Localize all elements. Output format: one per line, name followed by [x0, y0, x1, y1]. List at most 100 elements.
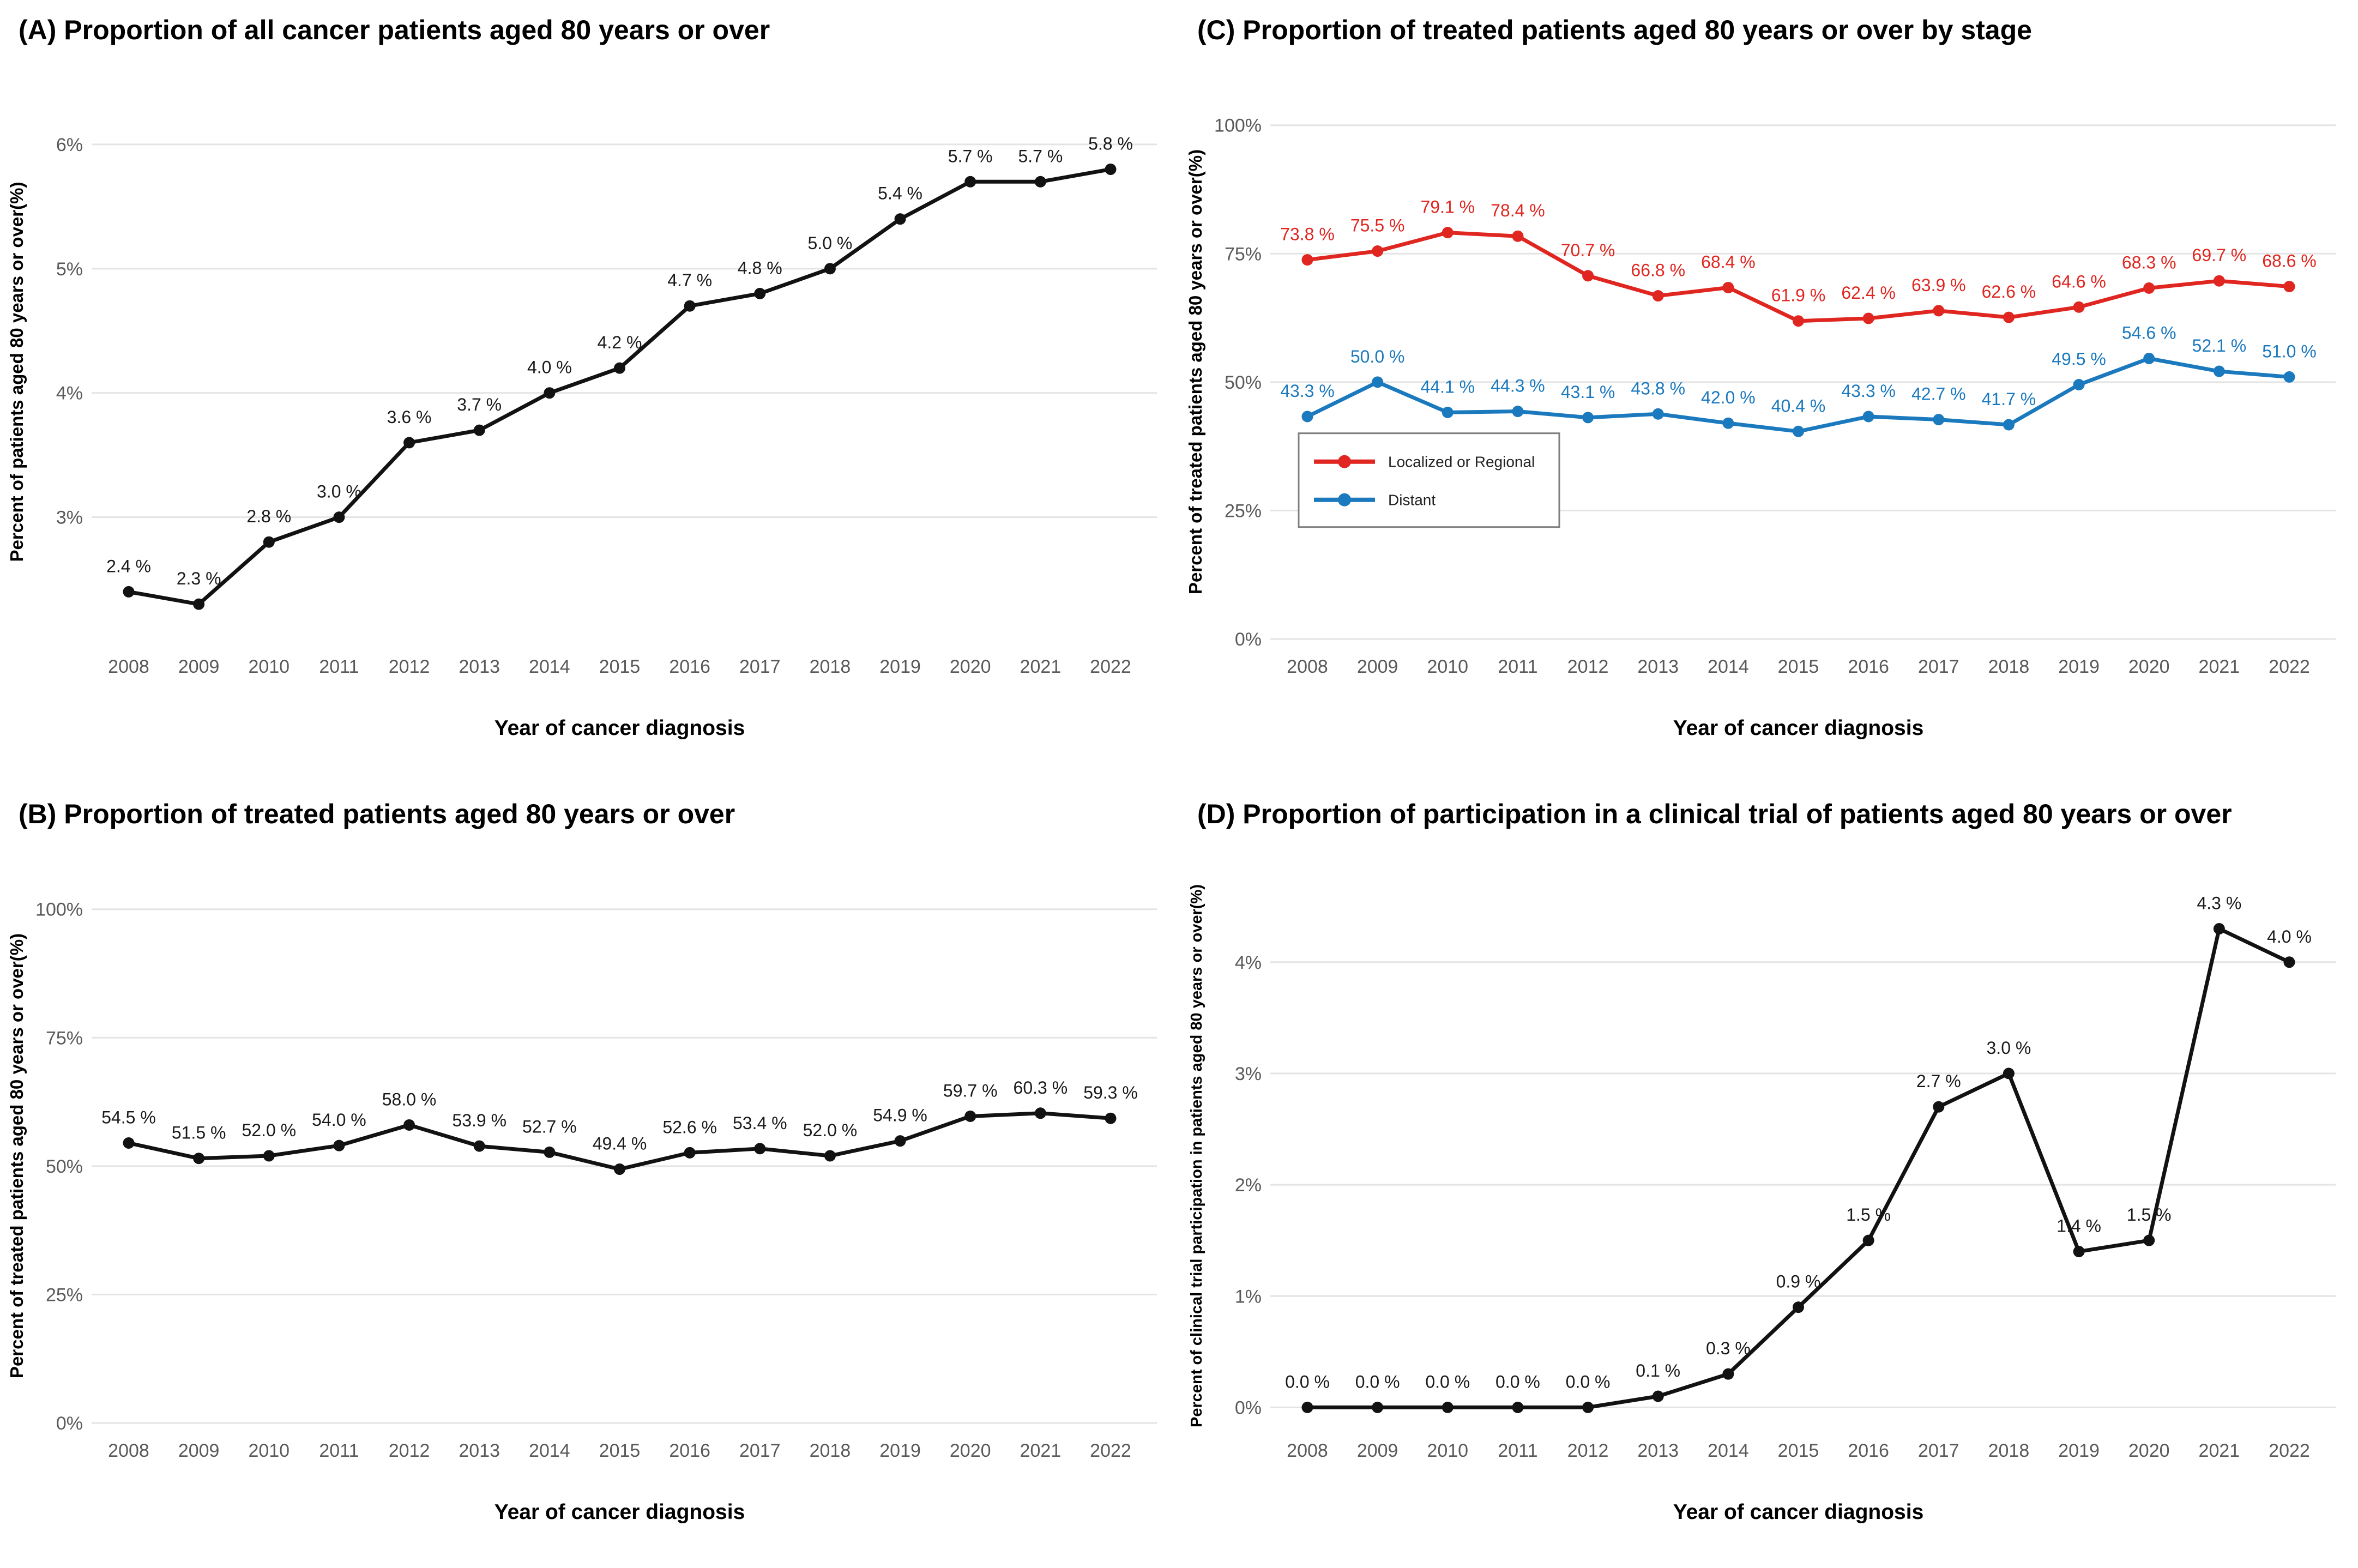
data-point — [403, 437, 415, 449]
y-tick-label: 0% — [1235, 1397, 1262, 1418]
y-tick-label: 75% — [1225, 244, 1262, 264]
data-point — [964, 176, 976, 188]
data-point — [2003, 1068, 2015, 1079]
data-label: 42.0 % — [1701, 388, 1756, 407]
data-point — [544, 1146, 556, 1158]
data-point — [1301, 1401, 1313, 1413]
y-tick-label: 50% — [1225, 372, 1262, 393]
data-label: 64.6 % — [2052, 272, 2106, 291]
x-tick-label: 2014 — [1708, 656, 1749, 677]
y-tick-label: 100% — [35, 900, 83, 920]
data-label: 68.6 % — [2262, 251, 2317, 271]
data-point — [1442, 1401, 1454, 1413]
x-tick-label: 2019 — [879, 656, 921, 677]
x-tick-label: 2011 — [1498, 656, 1537, 677]
data-label: 61.9 % — [1771, 286, 1826, 305]
x-tick-label: 2012 — [1567, 656, 1609, 677]
data-label: 52.0 % — [242, 1120, 296, 1140]
panel-b: (B) Proportion of treated patients aged … — [0, 784, 1179, 1568]
data-point — [1722, 417, 1734, 429]
y-axis-label: Percent of treated patients aged 80 year… — [1185, 149, 1205, 594]
data-point — [2143, 282, 2155, 294]
x-tick-label: 2021 — [1020, 656, 1062, 677]
data-point — [2283, 956, 2295, 968]
x-tick-label: 2016 — [669, 656, 710, 677]
data-label: 43.1 % — [1561, 382, 1615, 402]
x-tick-label: 2011 — [319, 656, 359, 677]
x-tick-label: 2019 — [879, 1440, 921, 1461]
data-point — [2283, 371, 2295, 383]
data-label: 69.7 % — [2192, 245, 2247, 265]
data-label: 42.7 % — [1911, 384, 1966, 404]
data-label: 68.4 % — [1701, 252, 1756, 272]
data-label: 43.3 % — [1280, 381, 1335, 401]
x-tick-label: 2013 — [459, 1440, 500, 1461]
x-tick-label: 2010 — [1427, 1440, 1468, 1461]
x-tick-label: 2019 — [2058, 656, 2100, 677]
data-point — [684, 1147, 696, 1159]
x-axis-label: Year of cancer diagnosis — [1673, 1500, 1924, 1524]
data-point — [894, 213, 906, 225]
data-label: 5.4 % — [878, 184, 922, 203]
x-tick-label: 2018 — [810, 656, 851, 677]
x-tick-label: 2022 — [2269, 1440, 2310, 1461]
data-label: 62.6 % — [1982, 282, 2036, 301]
legend-marker — [1338, 455, 1351, 468]
data-label: 73.8 % — [1280, 225, 1335, 244]
panel-c-chart: 0% 25% 50% 75% 100% 2008 2009 2010 2011 2012 2013 2… — [1185, 116, 2336, 740]
panel-d-title: (D) Proportion of participation in a cli… — [1197, 799, 2232, 829]
y-tick-label: 3% — [56, 508, 83, 528]
data-point — [2213, 923, 2225, 934]
data-point — [1933, 1101, 1945, 1113]
y-tick-label: 50% — [46, 1156, 83, 1177]
x-tick-label: 2009 — [1357, 656, 1398, 677]
series-line — [1305, 231, 2291, 323]
x-tick-label: 2010 — [248, 1440, 290, 1461]
data-point — [1034, 176, 1046, 188]
data-label: 54.0 % — [312, 1110, 366, 1130]
legend-box — [1298, 432, 1560, 528]
x-tick-label: 2011 — [1498, 1440, 1537, 1461]
data-point — [473, 424, 485, 436]
y-tick-label: 6% — [56, 135, 83, 155]
data-point — [1722, 1368, 1734, 1380]
y-tick-label: 0% — [1235, 629, 1262, 650]
x-tick-label: 2008 — [108, 656, 149, 677]
data-label: 2.7 % — [1916, 1071, 1961, 1091]
x-tick-label: 2017 — [1918, 1440, 1959, 1461]
x-tick-label: 2009 — [178, 656, 220, 677]
data-label: 51.0 % — [2262, 341, 2317, 361]
data-label: 0.0 % — [1285, 1372, 1330, 1391]
data-label: 4.7 % — [667, 270, 712, 290]
data-point — [1105, 164, 1117, 176]
x-tick-label: 2008 — [1287, 1440, 1328, 1461]
data-label: 0.0 % — [1566, 1372, 1611, 1391]
data-point — [1512, 406, 1524, 418]
data-label: 4.8 % — [738, 258, 782, 278]
x-tick-label: 2016 — [669, 1440, 710, 1461]
x-tick-label: 2013 — [459, 656, 500, 677]
x-tick-label: 2015 — [599, 1440, 641, 1461]
x-tick-label: 2016 — [1848, 1440, 1889, 1461]
data-label: 60.3 % — [1014, 1078, 1068, 1097]
data-point — [894, 1135, 906, 1147]
x-tick-label: 2016 — [1848, 656, 1889, 677]
data-label: 5.8 % — [1088, 134, 1133, 154]
x-tick-label: 2013 — [1637, 1440, 1679, 1461]
x-tick-label: 2019 — [2058, 1440, 2100, 1461]
data-point — [1652, 1390, 1664, 1402]
data-label: 54.6 % — [2122, 323, 2176, 343]
data-label: 5.7 % — [1018, 146, 1063, 166]
x-tick-label: 2008 — [1287, 656, 1328, 677]
data-point — [123, 1137, 135, 1149]
y-axis-label: Percent of clinical trial participation … — [1188, 884, 1205, 1427]
data-label: 52.0 % — [803, 1120, 858, 1140]
data-point — [1933, 414, 1945, 426]
data-label: 63.9 % — [1911, 275, 1966, 295]
data-label: 58.0 % — [382, 1089, 437, 1109]
data-point — [1652, 290, 1664, 302]
x-tick-label: 2009 — [1357, 1440, 1398, 1461]
data-point — [1512, 230, 1524, 242]
data-label: 68.3 % — [2122, 252, 2176, 272]
